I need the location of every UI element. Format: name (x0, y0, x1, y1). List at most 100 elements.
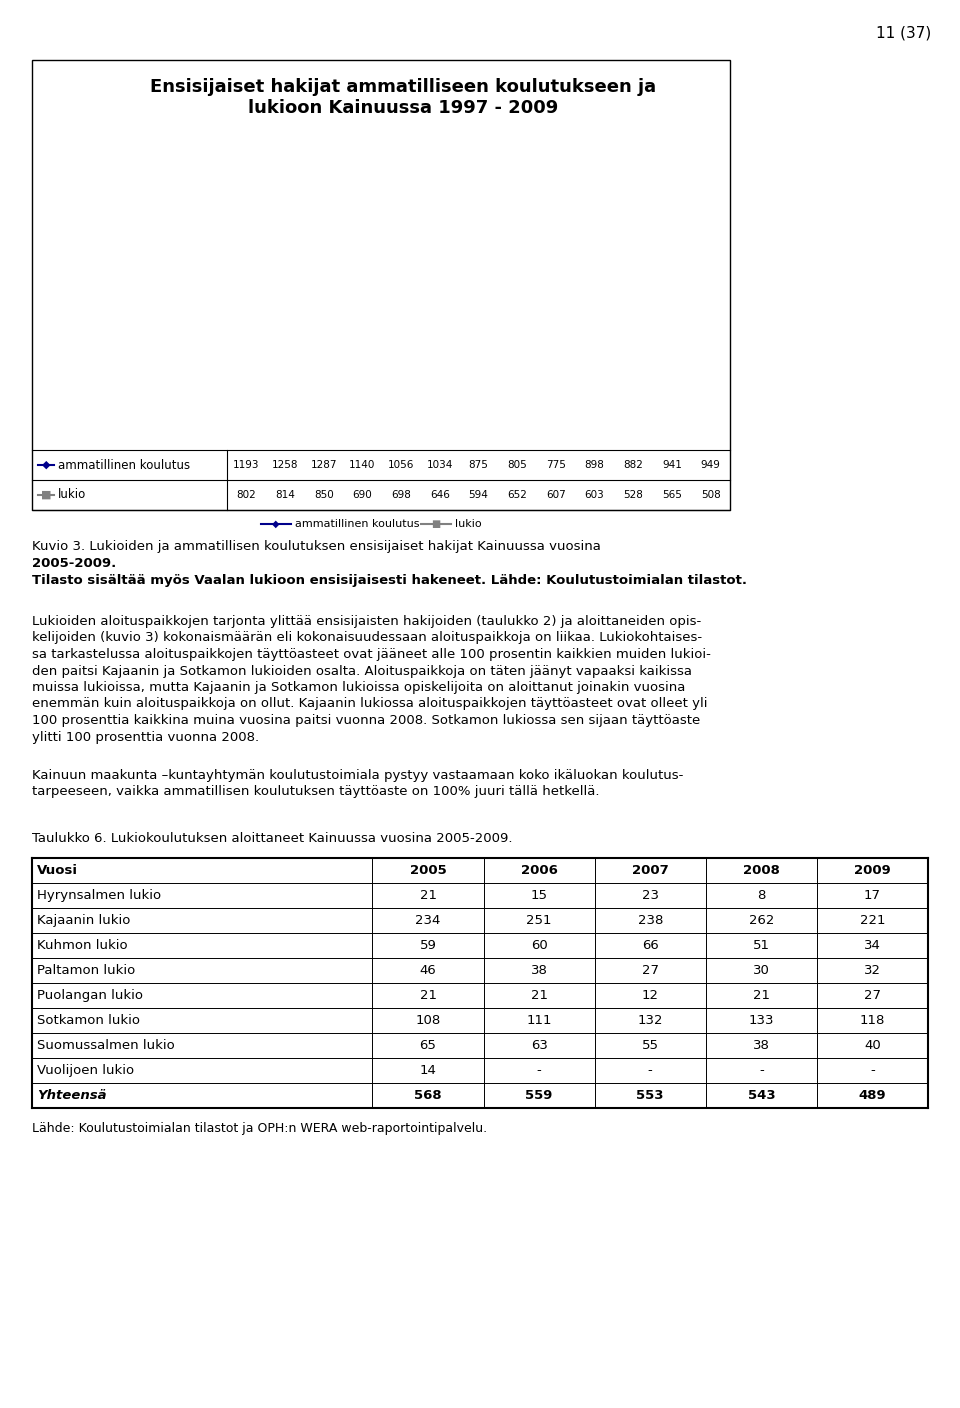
Text: Lähde: Koulutustoimialan tilastot ja OPH:n WERA web-raportointipalvelu.: Lähde: Koulutustoimialan tilastot ja OPH… (32, 1122, 487, 1135)
Text: 775: 775 (546, 460, 565, 470)
Text: 21: 21 (420, 988, 437, 1002)
Text: 32: 32 (864, 964, 881, 977)
Text: 17: 17 (864, 888, 881, 903)
Text: Kuhmon lukio: Kuhmon lukio (37, 939, 128, 952)
Text: 27: 27 (641, 964, 659, 977)
Text: 2008: 2008 (743, 865, 780, 877)
Text: Vuolijoen lukio: Vuolijoen lukio (37, 1064, 134, 1077)
Text: 12: 12 (641, 988, 659, 1002)
Text: Yhteensä: Yhteensä (37, 1088, 107, 1102)
Text: Ensisijaiset hakijat ammatilliseen koulutukseen ja
lukioon Kainuussa 1997 - 2009: Ensisijaiset hakijat ammatilliseen koulu… (151, 77, 657, 117)
Text: 1287: 1287 (310, 460, 337, 470)
Text: 698: 698 (391, 490, 411, 500)
Text: 251: 251 (526, 914, 552, 926)
Text: ◆: ◆ (41, 460, 50, 470)
Text: 607: 607 (546, 490, 565, 500)
Text: -: - (759, 1064, 764, 1077)
Text: 21: 21 (753, 988, 770, 1002)
Text: ■: ■ (40, 490, 51, 500)
Text: muissa lukioissa, mutta Kajaanin ja Sotkamon lukioissa opiskelijoita on aloittan: muissa lukioissa, mutta Kajaanin ja Sotk… (32, 681, 685, 694)
Text: enemmän kuin aloituspaikkoja on ollut. Kajaanin lukiossa aloituspaikkojen täyttö: enemmän kuin aloituspaikkoja on ollut. K… (32, 697, 708, 711)
Text: -: - (648, 1064, 653, 1077)
Text: 234: 234 (416, 914, 441, 926)
Text: 882: 882 (623, 460, 643, 470)
Text: 23: 23 (641, 888, 659, 903)
Text: 802: 802 (236, 490, 256, 500)
Text: 1258: 1258 (272, 460, 299, 470)
Text: Hyrynsalmen lukio: Hyrynsalmen lukio (37, 888, 161, 903)
Text: 108: 108 (416, 1014, 441, 1026)
Text: Kuvio 3. Lukioiden ja ammatillisen koulutuksen ensisijaiset hakijat Kainuussa vu: Kuvio 3. Lukioiden ja ammatillisen koulu… (32, 541, 601, 553)
Text: 11 (37): 11 (37) (876, 25, 931, 41)
Text: Kajaanin lukio: Kajaanin lukio (37, 914, 131, 926)
Text: 60: 60 (531, 939, 547, 952)
Text: Sotkamon lukio: Sotkamon lukio (37, 1014, 140, 1026)
Text: 51: 51 (753, 939, 770, 952)
Text: 559: 559 (525, 1088, 553, 1102)
Text: Paltamon lukio: Paltamon lukio (37, 964, 135, 977)
Text: 133: 133 (749, 1014, 774, 1026)
Text: 2005-2009.: 2005-2009. (32, 558, 116, 570)
Text: 100 prosenttia kaikkina muina vuosina paitsi vuonna 2008. Sotkamon lukiossa sen : 100 prosenttia kaikkina muina vuosina pa… (32, 714, 700, 727)
Text: 132: 132 (637, 1014, 663, 1026)
Text: 15: 15 (531, 888, 547, 903)
Text: lukio: lukio (58, 489, 86, 501)
Text: ammatillinen koulutus: ammatillinen koulutus (58, 459, 190, 472)
Text: Taulukko 6. Lukiokoulutuksen aloittaneet Kainuussa vuosina 2005-2009.: Taulukko 6. Lukiokoulutuksen aloittaneet… (32, 832, 513, 845)
Text: 508: 508 (701, 490, 721, 500)
Text: Tilasto sisältää myös Vaalan lukioon ensisijaisesti hakeneet. Lähde: Koulutustoi: Tilasto sisältää myös Vaalan lukioon ens… (32, 574, 747, 587)
Text: ylitti 100 prosenttia vuonna 2008.: ylitti 100 prosenttia vuonna 2008. (32, 731, 259, 743)
Text: 59: 59 (420, 939, 437, 952)
Text: 690: 690 (352, 490, 372, 500)
Text: 489: 489 (858, 1088, 886, 1102)
Text: Puolangan lukio: Puolangan lukio (37, 988, 143, 1002)
Text: den paitsi Kajaanin ja Sotkamon lukioiden osalta. Aloituspaikkoja on täten jääny: den paitsi Kajaanin ja Sotkamon lukioide… (32, 665, 692, 677)
Text: 646: 646 (430, 490, 449, 500)
Text: 8: 8 (757, 888, 765, 903)
Text: 543: 543 (748, 1088, 775, 1102)
Text: 603: 603 (585, 490, 605, 500)
Text: 553: 553 (636, 1088, 664, 1102)
Text: Kainuun maakunta –kuntayhtymän koulutustoimiala pystyy vastaamaan koko ikäluokan: Kainuun maakunta –kuntayhtymän koulutust… (32, 769, 684, 781)
Text: 1140: 1140 (349, 460, 375, 470)
Text: 38: 38 (753, 1039, 770, 1052)
Text: 2009: 2009 (854, 865, 891, 877)
Text: 594: 594 (468, 490, 489, 500)
Text: 1193: 1193 (233, 460, 259, 470)
Text: 568: 568 (414, 1088, 442, 1102)
Text: Vuosi: Vuosi (37, 865, 78, 877)
Text: 875: 875 (468, 460, 489, 470)
Text: 941: 941 (662, 460, 682, 470)
Text: 21: 21 (420, 888, 437, 903)
Text: 898: 898 (585, 460, 605, 470)
Text: 1056: 1056 (388, 460, 415, 470)
Text: Lukioiden aloituspaikkojen tarjonta ylittää ensisijaisten hakijoiden (taulukko 2: Lukioiden aloituspaikkojen tarjonta ylit… (32, 615, 701, 628)
Text: 949: 949 (701, 460, 721, 470)
Text: 111: 111 (526, 1014, 552, 1026)
Text: kelijoiden (kuvio 3) kokonaismäärän eli kokonaisuudessaan aloituspaikkoja on lii: kelijoiden (kuvio 3) kokonaismäärän eli … (32, 632, 702, 645)
Text: 2007: 2007 (632, 865, 668, 877)
Text: 528: 528 (623, 490, 643, 500)
Text: 63: 63 (531, 1039, 547, 1052)
Text: 565: 565 (662, 490, 682, 500)
Text: tarpeeseen, vaikka ammatillisen koulutuksen täyttöaste on 100% juuri tällä hetke: tarpeeseen, vaikka ammatillisen koulutuk… (32, 786, 599, 798)
Text: 814: 814 (276, 490, 295, 500)
Text: 30: 30 (753, 964, 770, 977)
Text: 2005: 2005 (410, 865, 446, 877)
Text: 221: 221 (860, 914, 885, 926)
Text: ◆: ◆ (273, 520, 279, 529)
Text: sa tarkastelussa aloituspaikkojen täyttöasteet ovat jääneet alle 100 prosentin k: sa tarkastelussa aloituspaikkojen täyttö… (32, 648, 710, 660)
Text: ammatillinen koulutus: ammatillinen koulutus (295, 520, 420, 529)
Text: 652: 652 (507, 490, 527, 500)
Text: 21: 21 (531, 988, 547, 1002)
Text: 1034: 1034 (426, 460, 453, 470)
Text: 850: 850 (314, 490, 334, 500)
Text: 14: 14 (420, 1064, 437, 1077)
Text: 805: 805 (507, 460, 527, 470)
Text: Suomussalmen lukio: Suomussalmen lukio (37, 1039, 175, 1052)
Text: -: - (870, 1064, 875, 1077)
Text: 238: 238 (637, 914, 663, 926)
Text: 40: 40 (864, 1039, 881, 1052)
Text: 34: 34 (864, 939, 881, 952)
Text: 46: 46 (420, 964, 437, 977)
